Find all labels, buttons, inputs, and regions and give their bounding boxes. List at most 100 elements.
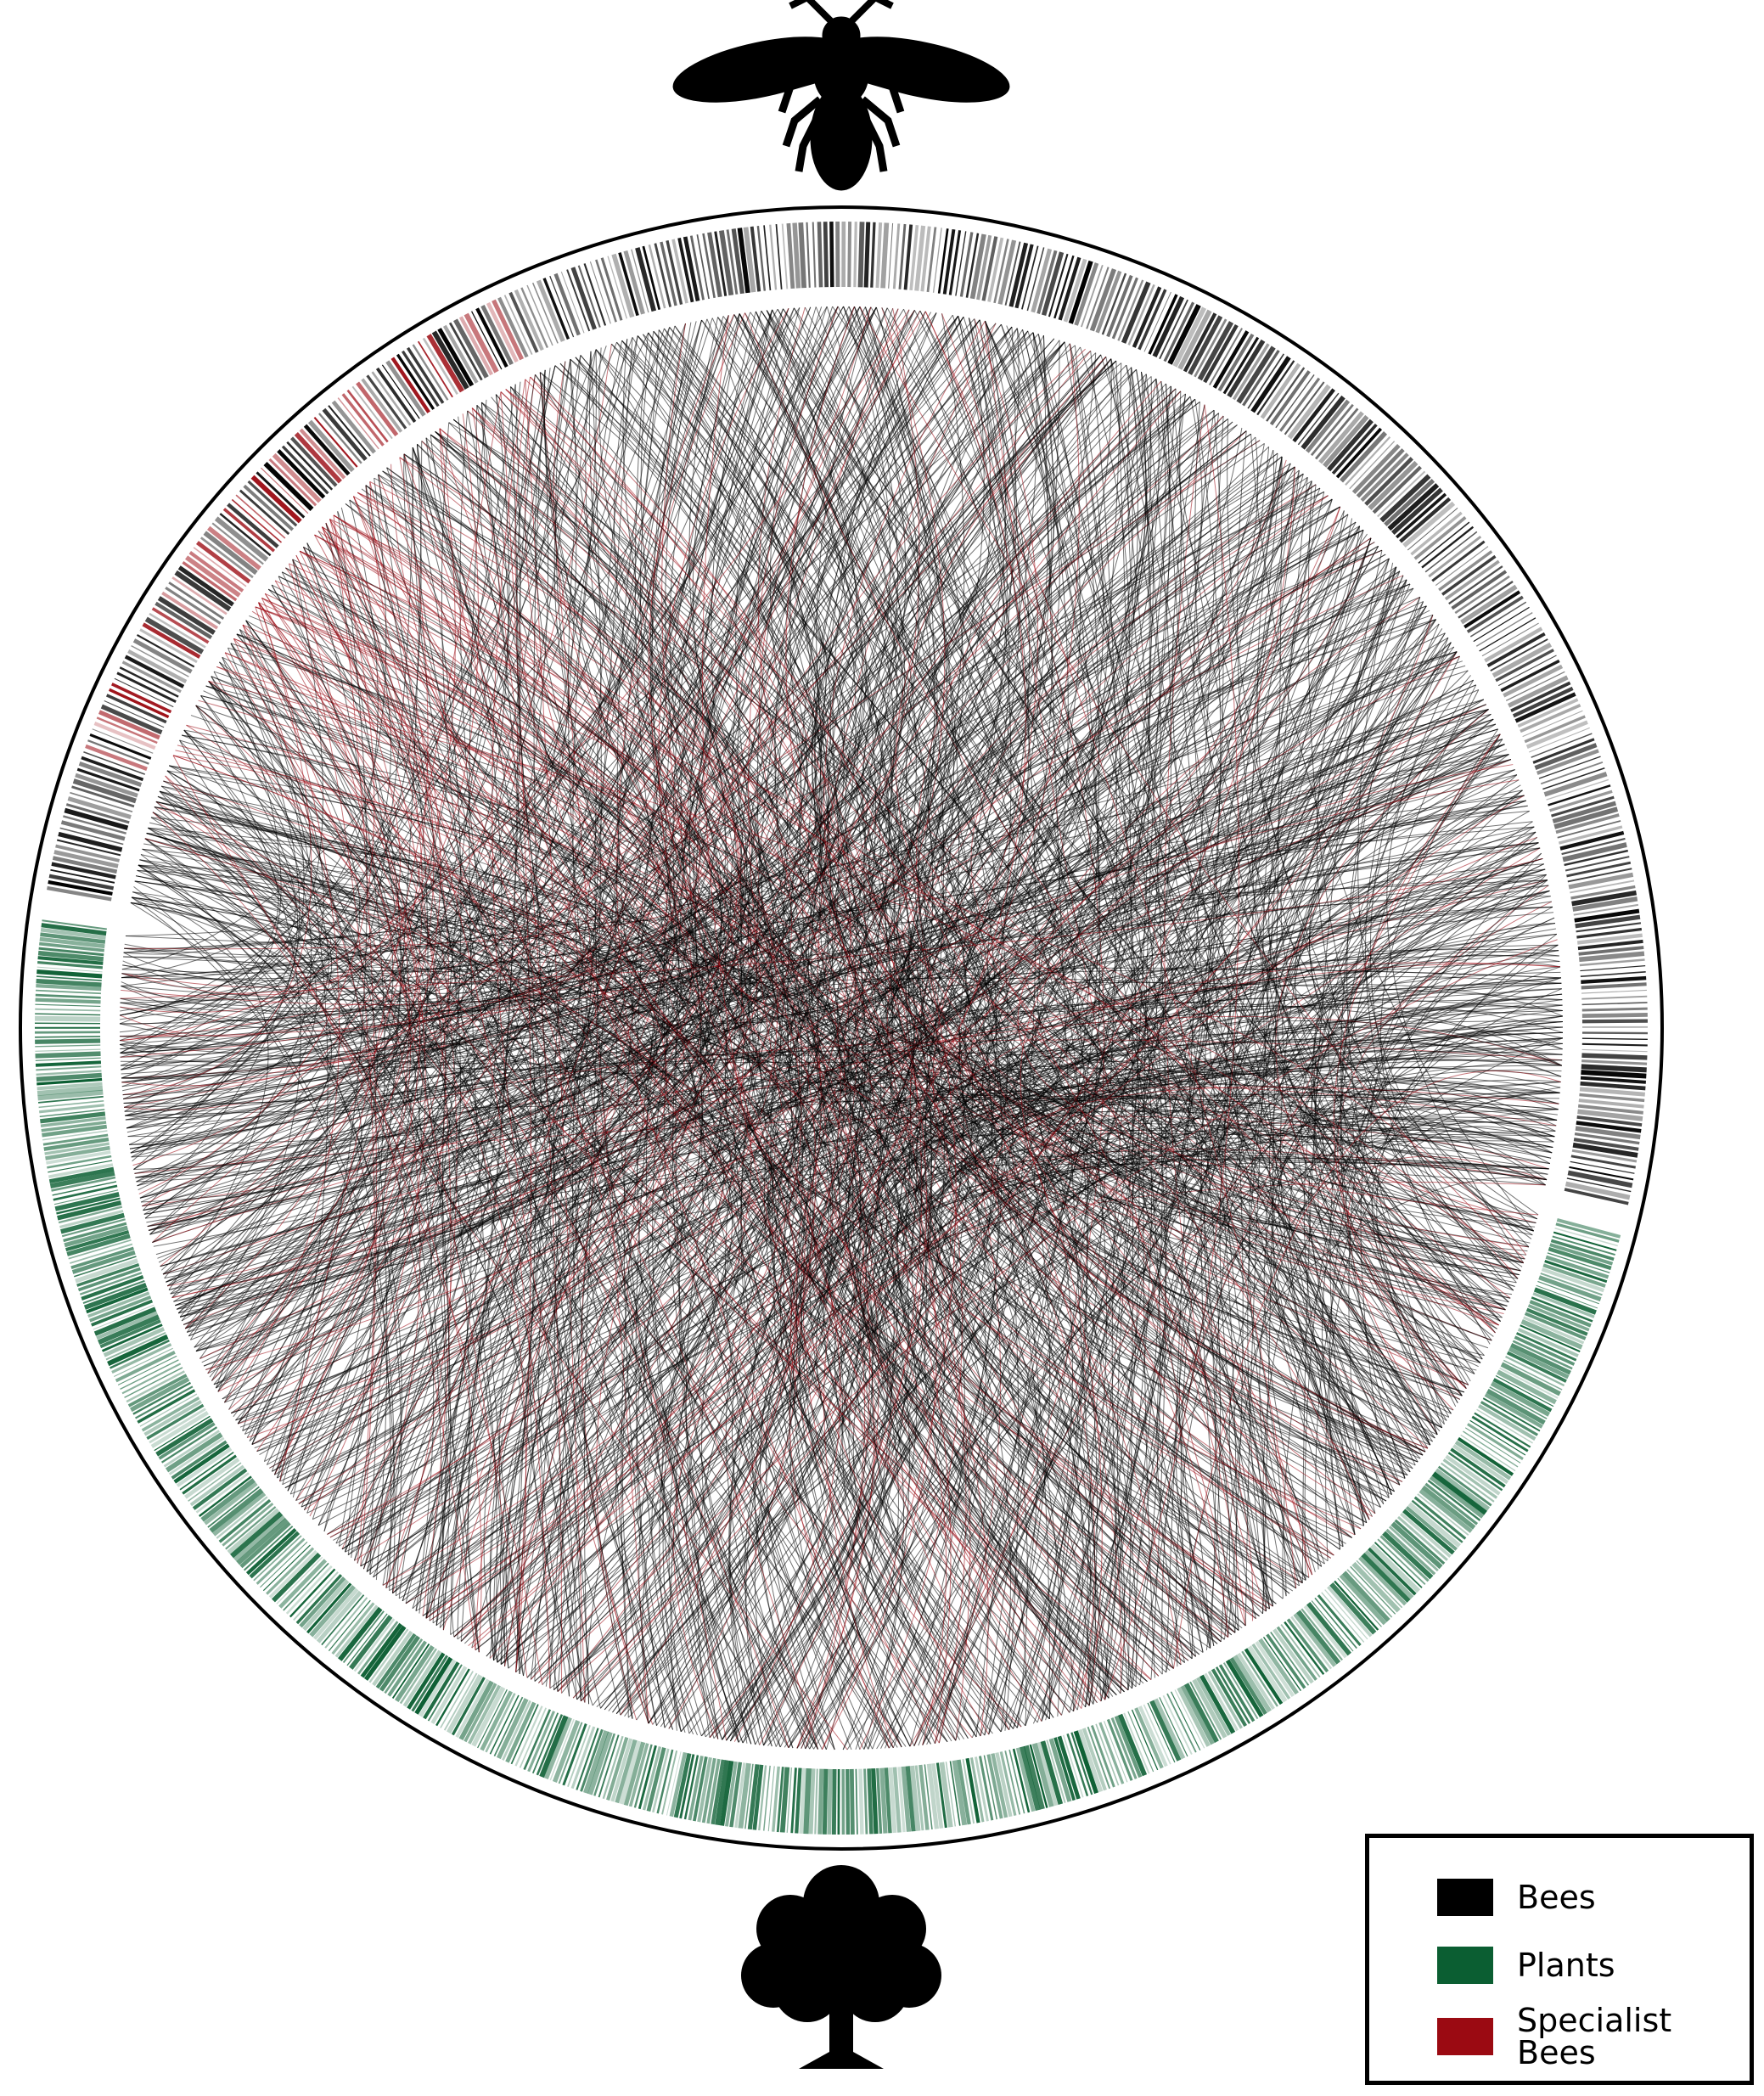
node-tick <box>68 1239 132 1260</box>
chord <box>425 313 876 1619</box>
chord <box>131 896 396 1593</box>
chord <box>120 795 1525 1016</box>
chord <box>539 372 649 1724</box>
node-tick <box>1324 1589 1368 1640</box>
node-tick <box>1138 1705 1168 1767</box>
node-tick <box>1152 295 1185 357</box>
node-tick <box>1575 914 1641 929</box>
node-tick <box>829 222 834 288</box>
node-tick <box>1571 1149 1638 1163</box>
node-tick <box>55 844 120 863</box>
chord <box>282 1059 1563 1486</box>
node-tick <box>1172 306 1207 368</box>
node-tick <box>477 1689 508 1749</box>
chords <box>119 306 1564 1750</box>
chord <box>637 335 1051 1735</box>
node-tick <box>256 1537 306 1585</box>
node-tick <box>363 1625 407 1681</box>
chord <box>166 770 835 1750</box>
node-tick <box>786 222 795 289</box>
node-tick <box>176 1447 233 1487</box>
node-tick <box>357 1621 399 1675</box>
node-tick <box>646 1747 666 1812</box>
node-tick <box>769 224 778 290</box>
chord <box>211 676 818 1750</box>
chord <box>150 817 899 1750</box>
chord <box>402 1098 1553 1601</box>
node-tick <box>266 1547 315 1595</box>
node-tick <box>1576 1121 1642 1133</box>
node-tick <box>1460 584 1518 625</box>
chord <box>230 643 1267 1612</box>
chord <box>392 332 1037 1594</box>
chord <box>1346 628 1443 1436</box>
node-tick <box>35 997 101 1004</box>
node-tick <box>892 1767 902 1833</box>
node-tick <box>206 525 261 570</box>
node-tick <box>1512 1340 1573 1370</box>
node-tick <box>294 432 342 484</box>
node-tick <box>372 1630 413 1687</box>
node-tick <box>91 1299 154 1327</box>
chord <box>249 473 1304 1441</box>
chord <box>123 315 729 1104</box>
node-tick <box>1356 448 1405 498</box>
node-tick <box>1184 1683 1219 1743</box>
node-tick <box>321 1594 365 1646</box>
node-tick <box>144 616 205 655</box>
chord <box>171 598 758 1299</box>
chord <box>412 447 861 1750</box>
chord <box>1275 709 1499 1326</box>
node-tick <box>52 856 118 874</box>
chord <box>205 685 1092 1711</box>
node-tick <box>306 1582 352 1634</box>
node-tick <box>969 1757 985 1823</box>
chord <box>871 754 1509 1737</box>
node-tick <box>47 885 112 902</box>
node-tick <box>1580 965 1646 972</box>
chord <box>429 339 628 1621</box>
chord <box>1280 579 1537 1220</box>
chord <box>354 318 1039 1561</box>
node-tick <box>577 265 601 328</box>
node-tick <box>480 1690 514 1751</box>
node-tick <box>611 253 635 318</box>
chord <box>277 1093 1559 1479</box>
node-tick <box>920 226 931 292</box>
node-tick <box>747 1764 760 1830</box>
node-tick <box>216 1496 268 1539</box>
node-tick <box>867 1768 874 1835</box>
node-tick <box>1046 1739 1066 1803</box>
node-tick <box>414 1656 453 1715</box>
node-tick <box>39 936 105 949</box>
node-tick <box>1211 1668 1248 1728</box>
node-tick <box>652 1748 670 1813</box>
node-tick <box>1524 715 1586 744</box>
node-tick <box>195 1472 250 1514</box>
node-tick <box>1203 323 1239 384</box>
node-tick <box>1342 1571 1390 1622</box>
node-tick <box>707 232 722 298</box>
node-tick <box>1569 1166 1634 1181</box>
node-tick <box>1500 1362 1561 1396</box>
chord <box>1173 1070 1561 1669</box>
node-tick <box>855 1768 858 1835</box>
node-tick <box>1351 1561 1401 1613</box>
node-tick <box>1506 1351 1567 1383</box>
chord <box>152 812 482 1653</box>
chord <box>123 503 722 1104</box>
node-tick <box>531 1712 559 1774</box>
node-tick <box>299 428 346 480</box>
node-tick <box>1445 1454 1501 1496</box>
chord <box>731 754 1509 1750</box>
node-tick <box>1368 1547 1417 1596</box>
chord <box>302 547 1160 1677</box>
chord <box>165 775 957 1741</box>
node-tick <box>1057 1735 1081 1800</box>
node-tick <box>1244 1648 1284 1705</box>
node-tick <box>1123 1712 1150 1774</box>
node-tick <box>1581 1007 1648 1012</box>
node-tick <box>189 1464 245 1507</box>
node-tick <box>1452 1444 1509 1485</box>
node-tick <box>870 222 876 288</box>
